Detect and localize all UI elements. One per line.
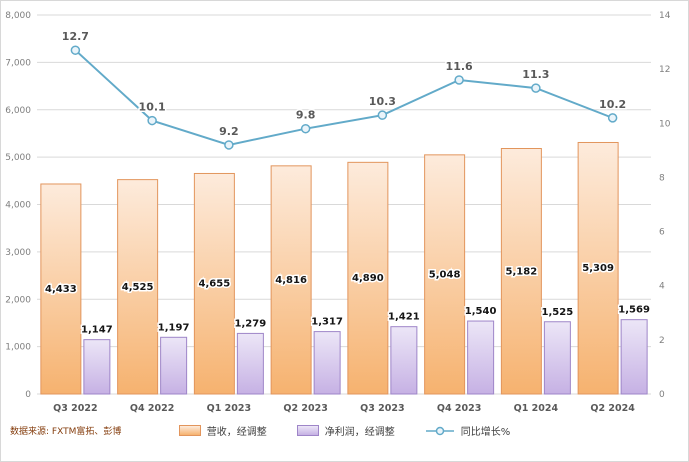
legend-label-profit: 净利润，经调整 <box>324 427 395 438</box>
revenue-bar <box>117 179 159 395</box>
profit-bar <box>313 331 341 395</box>
profit-bar <box>543 321 571 395</box>
growth-marker <box>607 113 618 123</box>
combo-chart: 0 1,000 2,000 3,000 4,000 5,000 6,000 7,000 8,00… <box>5 11 671 414</box>
revenue-bar <box>577 141 619 395</box>
legend-label-revenue: 营收，经调整 <box>206 427 267 438</box>
growth-value-label: 10.2 <box>599 98 626 111</box>
revenue-swatch <box>178 425 201 436</box>
revenue-bar <box>40 183 82 395</box>
growth-marker <box>377 110 388 120</box>
revenue-bar <box>424 154 466 395</box>
profit-bar <box>236 332 264 395</box>
revenue-value-label: 5,182 <box>506 266 538 277</box>
left-axis-tick: 7,000 <box>5 58 31 68</box>
profit-bar <box>390 326 418 395</box>
legend-item-profit: 净利润，经调整 <box>296 423 395 438</box>
profit-value-label: 1,197 <box>158 322 190 333</box>
growth-value-label: 11.6 <box>446 60 473 73</box>
growth-marker <box>70 45 81 55</box>
profit-swatch <box>296 425 319 436</box>
right-axis-tick: 12 <box>659 65 670 75</box>
revenue-bar <box>500 148 542 395</box>
right-axis-tick: 4 <box>659 282 665 292</box>
growth-marker <box>531 83 541 93</box>
category-label: Q1 2024 <box>514 403 559 414</box>
category-label: Q4 2023 <box>437 403 481 414</box>
left-axis-tick: 8,000 <box>5 11 31 21</box>
profit-value-label: 1,525 <box>542 307 574 318</box>
legend-item-growth: 同比增长% <box>425 423 511 438</box>
revenue-bar <box>193 172 235 395</box>
category-label: Q3 2023 <box>360 403 404 414</box>
profit-bar <box>83 339 111 395</box>
growth-marker <box>224 140 234 150</box>
right-axis-tick: 6 <box>659 228 665 238</box>
revenue-bar <box>347 161 389 395</box>
source-note: 数据来源: FXTM富拓、彭博 <box>10 427 122 437</box>
revenue-value-label: 4,525 <box>122 282 154 293</box>
growth-line <box>74 49 613 146</box>
profit-value-label: 1,421 <box>388 312 420 323</box>
right-axis-tick: 8 <box>659 173 665 183</box>
profit-value-label: 1,540 <box>465 306 497 317</box>
revenue-value-label: 4,816 <box>275 275 307 286</box>
revenue-value-label: 5,048 <box>429 269 461 280</box>
category-label: Q2 2023 <box>283 403 327 414</box>
category-label: Q2 2024 <box>590 403 635 414</box>
growth-value-label: 10.3 <box>369 95 396 108</box>
profit-value-label: 1,279 <box>235 318 267 329</box>
growth-value-label: 11.3 <box>522 68 549 81</box>
growth-value-label: 12.7 <box>62 30 89 43</box>
left-axis-tick: 1,000 <box>5 343 31 353</box>
revenue-value-label: 4,433 <box>45 284 77 295</box>
profit-value-label: 1,317 <box>311 317 343 328</box>
growth-marker <box>300 123 311 134</box>
legend-label-growth: 同比增长% <box>460 427 511 438</box>
category-label: Q3 2022 <box>53 403 97 414</box>
revenue-value-label: 5,309 <box>582 263 614 274</box>
right-axis-tick: 10 <box>659 119 671 129</box>
growth-value-label: 10.1 <box>139 101 166 114</box>
profit-bar <box>620 319 648 395</box>
profit-bar <box>160 336 188 395</box>
legend-item-revenue: 营收，经调整 <box>178 423 267 438</box>
profit-bar <box>467 320 495 395</box>
right-axis-tick: 2 <box>659 336 665 346</box>
left-axis-tick: 4,000 <box>5 201 31 211</box>
revenue-value-label: 4,655 <box>199 279 231 290</box>
category-label: Q4 2022 <box>130 403 174 414</box>
growth-line-swatch-icon <box>425 426 454 435</box>
left-axis-tick: 5,000 <box>5 153 31 163</box>
legend: 营收，经调整 净利润，经调整 同比增长% <box>1 423 688 438</box>
profit-value-label: 1,147 <box>81 325 113 336</box>
left-axis-tick: 0 <box>25 390 31 400</box>
growth-marker <box>147 115 157 126</box>
left-axis-tick: 6,000 <box>5 106 31 116</box>
left-axis-tick: 3,000 <box>5 248 31 258</box>
growth-marker <box>454 75 464 85</box>
category-label: Q1 2023 <box>207 403 251 414</box>
right-axis-tick: 0 <box>659 390 665 400</box>
growth-value-label: 9.8 <box>296 109 316 122</box>
growth-value-label: 9.2 <box>219 125 239 138</box>
revenue-value-label: 4,890 <box>352 273 384 284</box>
profit-value-label: 1,569 <box>618 305 650 316</box>
right-axis-tick: 14 <box>659 11 671 21</box>
revenue-bar <box>270 165 312 395</box>
left-axis-tick: 2,000 <box>5 295 31 305</box>
